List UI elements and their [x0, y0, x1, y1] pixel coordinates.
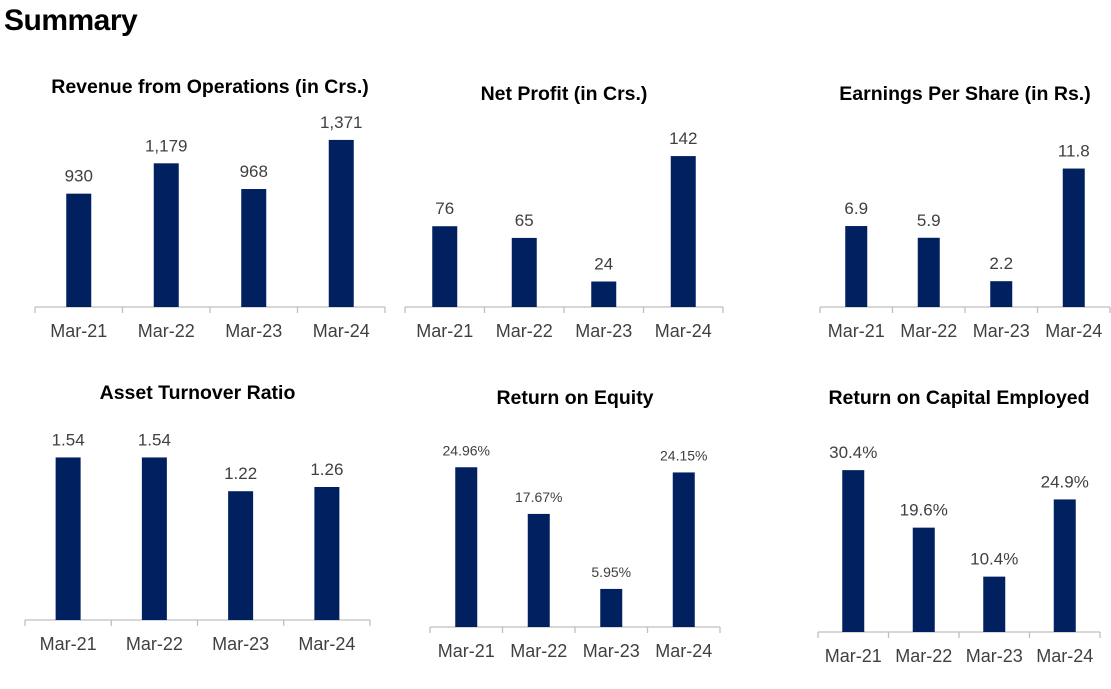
bar	[328, 139, 354, 307]
bar	[672, 472, 695, 627]
x-tick-label: Mar-22	[900, 321, 957, 341]
bar	[917, 237, 940, 307]
data-label: 19.6%	[900, 501, 948, 520]
x-tick-label: Mar-24	[313, 321, 370, 341]
bar	[141, 457, 167, 620]
x-tick-label: Mar-22	[895, 646, 952, 666]
data-label: 17.67%	[515, 489, 562, 505]
chart-roe: Return on Equity 24.96% Mar-21 17.67% Mar-2…	[429, 387, 721, 677]
data-label: 5.9	[917, 211, 941, 230]
data-label: 30.4%	[829, 443, 877, 462]
data-label: 6.9	[844, 199, 868, 218]
chart-revenue: Revenue from Operations (in Crs.) 930 Mar…	[34, 76, 386, 356]
chart-plot: 76 Mar-21 65 Mar-22 24 Mar-23 142 Mar-24	[404, 129, 724, 341]
bar	[228, 491, 254, 620]
bar	[670, 156, 696, 307]
chart-roce: Return on Capital Employed 30.4% Mar-21 19…	[817, 387, 1101, 677]
bar	[600, 588, 623, 627]
data-label: 5.95%	[591, 564, 631, 580]
x-tick-label: Mar-23	[583, 641, 640, 661]
page-title: Summary	[4, 4, 138, 37]
chart-plot: 930 Mar-21 1,179 Mar-22 968 Mar-23 1,371 Mar-24	[34, 113, 386, 341]
chart-asset-turnover: Asset Turnover Ratio 1.54 Mar-21 1.54 Mar-2…	[24, 382, 371, 667]
x-tick-label: Mar-21	[50, 321, 107, 341]
chart-title: Return on Capital Employed	[828, 387, 1090, 409]
x-tick-label: Mar-22	[126, 634, 183, 654]
bar	[511, 237, 537, 307]
data-label: 10.4%	[970, 550, 1018, 569]
x-tick-label: Mar-21	[438, 641, 495, 661]
bar	[432, 226, 458, 307]
data-label: 24.15%	[660, 447, 707, 463]
chart-plot: 6.9 Mar-21 5.9 Mar-22 2.2 Mar-23 11.8 Mar-24	[819, 142, 1111, 341]
x-tick-label: Mar-23	[225, 321, 282, 341]
x-tick-label: Mar-22	[510, 641, 567, 661]
data-label: 930	[65, 167, 93, 186]
x-tick-label: Mar-24	[1045, 321, 1102, 341]
chart-net-profit: Net Profit (in Crs.) 76 Mar-21 65 Mar-22 24 M…	[404, 83, 724, 356]
data-label: 76	[435, 199, 454, 218]
x-tick-label: Mar-21	[825, 646, 882, 666]
data-label: 1.54	[138, 430, 171, 449]
bar	[455, 467, 478, 627]
chart-title: Earnings Per Share (in Rs.)	[839, 83, 1091, 105]
chart-title: Revenue from Operations (in Crs.)	[51, 76, 369, 98]
bar	[153, 163, 179, 307]
x-tick-label: Mar-23	[973, 321, 1030, 341]
bar	[842, 470, 865, 632]
data-label: 1.22	[224, 464, 257, 483]
data-label: 24	[594, 254, 613, 273]
bar	[1062, 168, 1085, 307]
chart-title: Net Profit (in Crs.)	[480, 83, 648, 105]
bar	[527, 513, 550, 627]
x-tick-label: Mar-22	[496, 321, 553, 341]
data-label: 2.2	[989, 254, 1013, 273]
chart-title: Return on Equity	[496, 387, 654, 409]
data-label: 24.9%	[1041, 472, 1089, 491]
x-tick-label: Mar-23	[212, 634, 269, 654]
x-tick-label: Mar-22	[138, 321, 195, 341]
bar	[845, 226, 868, 307]
x-tick-label: Mar-24	[655, 321, 712, 341]
x-tick-label: Mar-21	[828, 321, 885, 341]
x-tick-label: Mar-23	[966, 646, 1023, 666]
x-tick-label: Mar-24	[298, 634, 355, 654]
chart-plot: 1.54 Mar-21 1.54 Mar-22 1.22 Mar-23 1.26 Mar-24	[24, 430, 371, 654]
bar	[66, 193, 92, 307]
chart-eps: Earnings Per Share (in Rs.) 6.9 Mar-21 5.9…	[819, 83, 1111, 356]
chart-plot: 24.96% Mar-21 17.67% Mar-22 5.95% Mar-23 24.15…	[429, 442, 721, 661]
bar	[591, 281, 617, 307]
bar	[1053, 499, 1076, 632]
bar	[55, 457, 81, 620]
x-tick-label: Mar-21	[40, 634, 97, 654]
x-tick-label: Mar-24	[1036, 646, 1093, 666]
bar	[241, 189, 267, 307]
data-label: 968	[240, 162, 268, 181]
x-tick-label: Mar-21	[416, 321, 473, 341]
chart-plot: 30.4% Mar-21 19.6% Mar-22 10.4% Mar-23 24.9% Ma…	[817, 443, 1101, 666]
data-label: 1.26	[310, 460, 343, 479]
data-label: 1.54	[52, 430, 85, 449]
data-label: 142	[669, 129, 697, 148]
x-tick-label: Mar-24	[655, 641, 712, 661]
data-label: 65	[515, 211, 534, 230]
data-label: 11.8	[1058, 142, 1090, 161]
data-label: 24.96%	[443, 442, 490, 458]
bar	[990, 281, 1013, 307]
chart-title: Asset Turnover Ratio	[99, 382, 296, 404]
x-tick-label: Mar-23	[575, 321, 632, 341]
bar	[983, 576, 1006, 632]
data-label: 1,179	[145, 136, 188, 155]
bar	[912, 527, 935, 632]
data-label: 1,371	[320, 113, 363, 132]
bar	[314, 487, 340, 620]
